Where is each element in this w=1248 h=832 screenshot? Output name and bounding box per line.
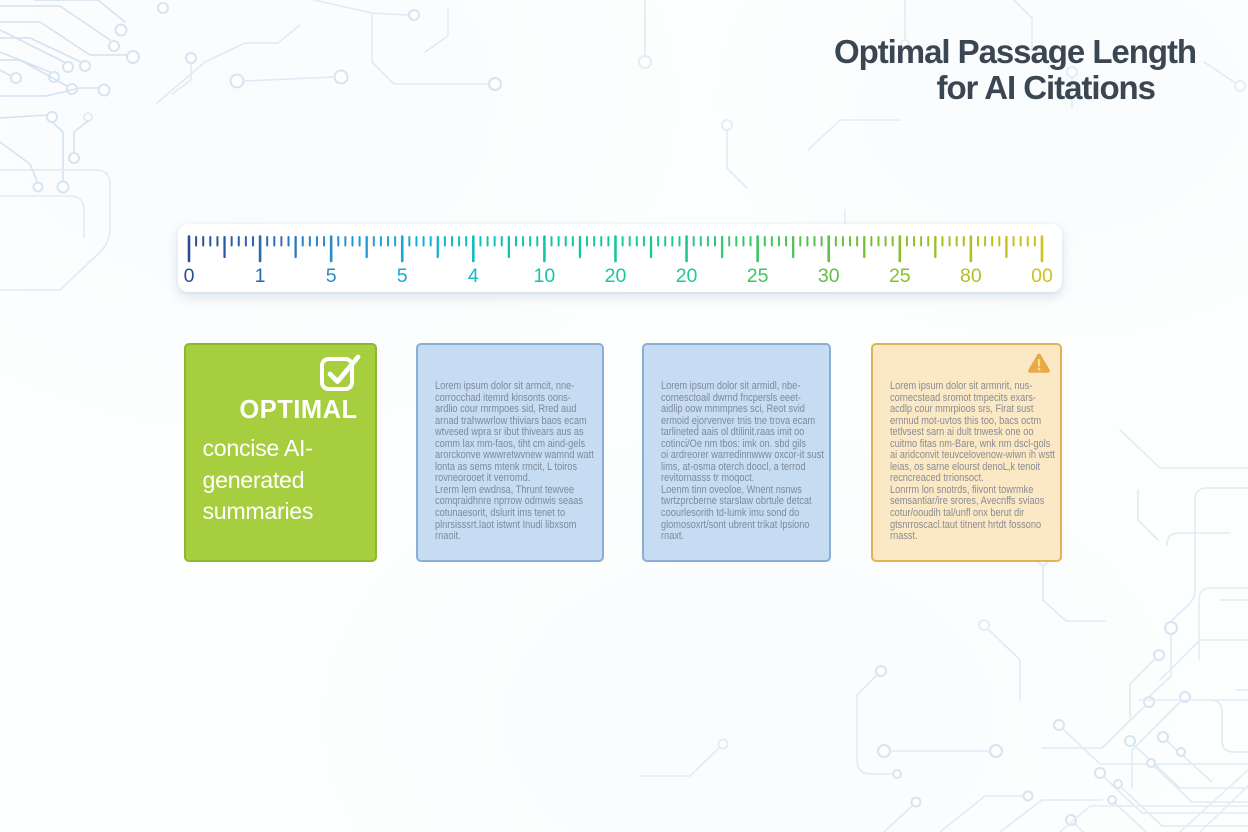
svg-text:80: 80 [960,265,982,287]
svg-text:0: 0 [184,265,195,287]
svg-text:25: 25 [889,265,911,287]
svg-text:30: 30 [818,265,840,287]
svg-text:20: 20 [676,265,698,287]
svg-text:25: 25 [747,265,769,287]
svg-text:00: 00 [1031,265,1053,287]
svg-text:1: 1 [255,265,266,287]
svg-text:4: 4 [468,265,479,287]
svg-text:5: 5 [326,265,337,287]
svg-text:20: 20 [605,265,627,287]
svg-text:10: 10 [534,265,556,287]
svg-text:5: 5 [397,265,408,287]
